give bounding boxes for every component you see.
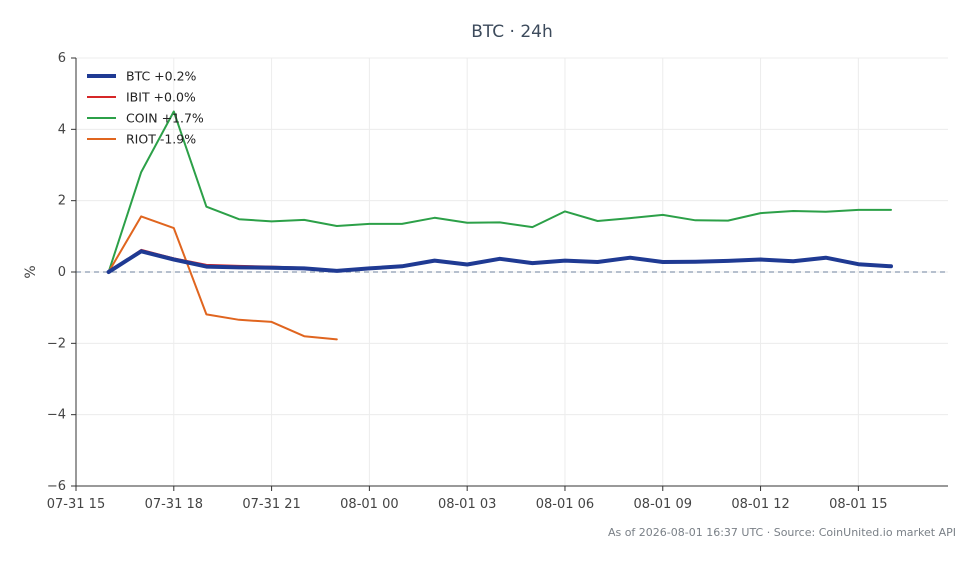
legend-label: IBIT +0.0% — [126, 90, 196, 105]
x-tick-label: 07-31 15 — [47, 497, 105, 512]
y-tick-label: 2 — [58, 194, 66, 209]
axes: −6 −4 −2 0 2 4 6 07-31 15 07-31 18 07-31 21 08-01 … — [47, 51, 948, 512]
chart-title: BTC · 24h — [471, 22, 553, 42]
y-tick-label: −4 — [47, 408, 66, 423]
x-tick-label: 07-31 21 — [242, 497, 300, 512]
legend: BTC +0.2% IBIT +0.0% COIN +1.7% RIOT -1.9% — [87, 69, 204, 147]
y-tick-label: 0 — [58, 265, 66, 280]
x-tick-label: 08-01 06 — [536, 497, 594, 512]
y-tick-label: 4 — [58, 122, 66, 137]
source-footnote: As of 2026-08-01 16:37 UTC · Source: Coi… — [607, 526, 956, 539]
y-tick-label: 6 — [58, 51, 66, 66]
x-tick-label: 08-01 12 — [731, 497, 789, 512]
x-tick-label: 08-01 09 — [634, 497, 692, 512]
x-tick-label: 08-01 03 — [438, 497, 496, 512]
y-tick-label: −2 — [47, 336, 66, 351]
legend-label: BTC +0.2% — [126, 69, 197, 84]
series-lines — [106, 110, 893, 341]
y-axis-label: % — [23, 265, 39, 278]
series-line-riot — [107, 215, 338, 341]
y-tick-label: −6 — [47, 479, 66, 494]
legend-label: COIN +1.7% — [126, 111, 204, 126]
series-line-btc — [106, 249, 893, 274]
x-tick-label: 08-01 00 — [340, 497, 398, 512]
x-tick-label: 08-01 15 — [829, 497, 887, 512]
x-tick-label: 07-31 18 — [145, 497, 203, 512]
series-line-coin — [107, 110, 892, 273]
legend-label: RIOT -1.9% — [126, 132, 196, 147]
